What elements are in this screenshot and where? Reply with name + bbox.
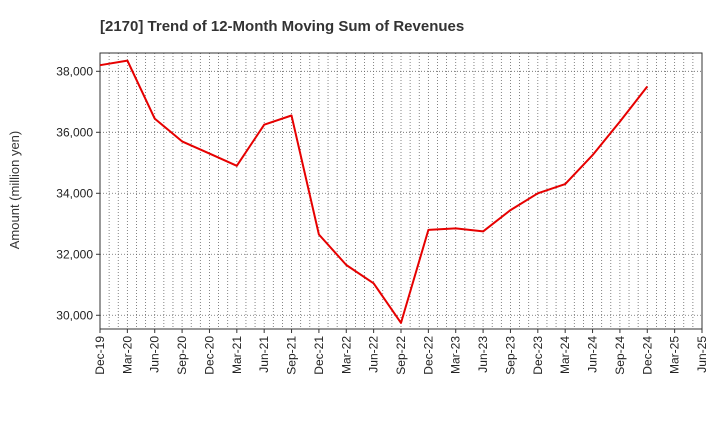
y-axis-ticks: 30,000 32,000 34,000 36,000 38,000 xyxy=(56,64,100,322)
x-tick-label: Dec-21 xyxy=(312,336,326,375)
x-tick-label: Sep-22 xyxy=(394,336,408,375)
x-tick-label: Mar-20 xyxy=(120,336,134,374)
x-tick-label: Jun-20 xyxy=(148,336,162,373)
x-tick-label: Jun-24 xyxy=(586,336,600,373)
y-tick-label: 34,000 xyxy=(56,186,93,200)
x-tick-label: Sep-21 xyxy=(285,336,299,375)
x-tick-label: Mar-21 xyxy=(230,336,244,374)
x-tick-label: Jun-25 xyxy=(695,336,709,373)
x-tick-label: Dec-24 xyxy=(640,336,654,375)
x-tick-label: Dec-23 xyxy=(531,336,545,375)
y-tick-label: 32,000 xyxy=(56,247,93,261)
x-tick-label: Jun-22 xyxy=(367,336,381,373)
y-tick-label: 36,000 xyxy=(56,125,93,139)
series-line xyxy=(99,59,649,324)
y-tick-label: 30,000 xyxy=(56,308,93,322)
x-tick-label: Mar-24 xyxy=(558,336,572,374)
x-tick-label: Mar-23 xyxy=(449,336,463,374)
x-tick-label: Sep-24 xyxy=(613,336,627,375)
x-tick-label: Sep-23 xyxy=(503,336,517,375)
x-tick-label: Sep-20 xyxy=(175,336,189,375)
x-axis-ticks: Dec-19 Mar-20 Jun-20 Sep-20 Dec-20 Mar-21 Jun-… xyxy=(93,329,709,375)
x-tick-label: Dec-19 xyxy=(93,336,107,375)
x-tick-label: Mar-22 xyxy=(339,336,353,374)
x-tick-label: Mar-25 xyxy=(668,336,682,374)
grid xyxy=(100,53,702,329)
chart-title: [2170] Trend of 12-Month Moving Sum of R… xyxy=(100,18,464,35)
y-axis-label: Amount (million yen) xyxy=(7,131,22,250)
x-tick-label: Jun-23 xyxy=(476,336,490,373)
x-tick-label: Dec-22 xyxy=(421,336,435,375)
x-tick-label: Jun-21 xyxy=(257,336,271,373)
y-tick-label: 38,000 xyxy=(56,64,93,78)
x-tick-label: Dec-20 xyxy=(202,336,216,375)
